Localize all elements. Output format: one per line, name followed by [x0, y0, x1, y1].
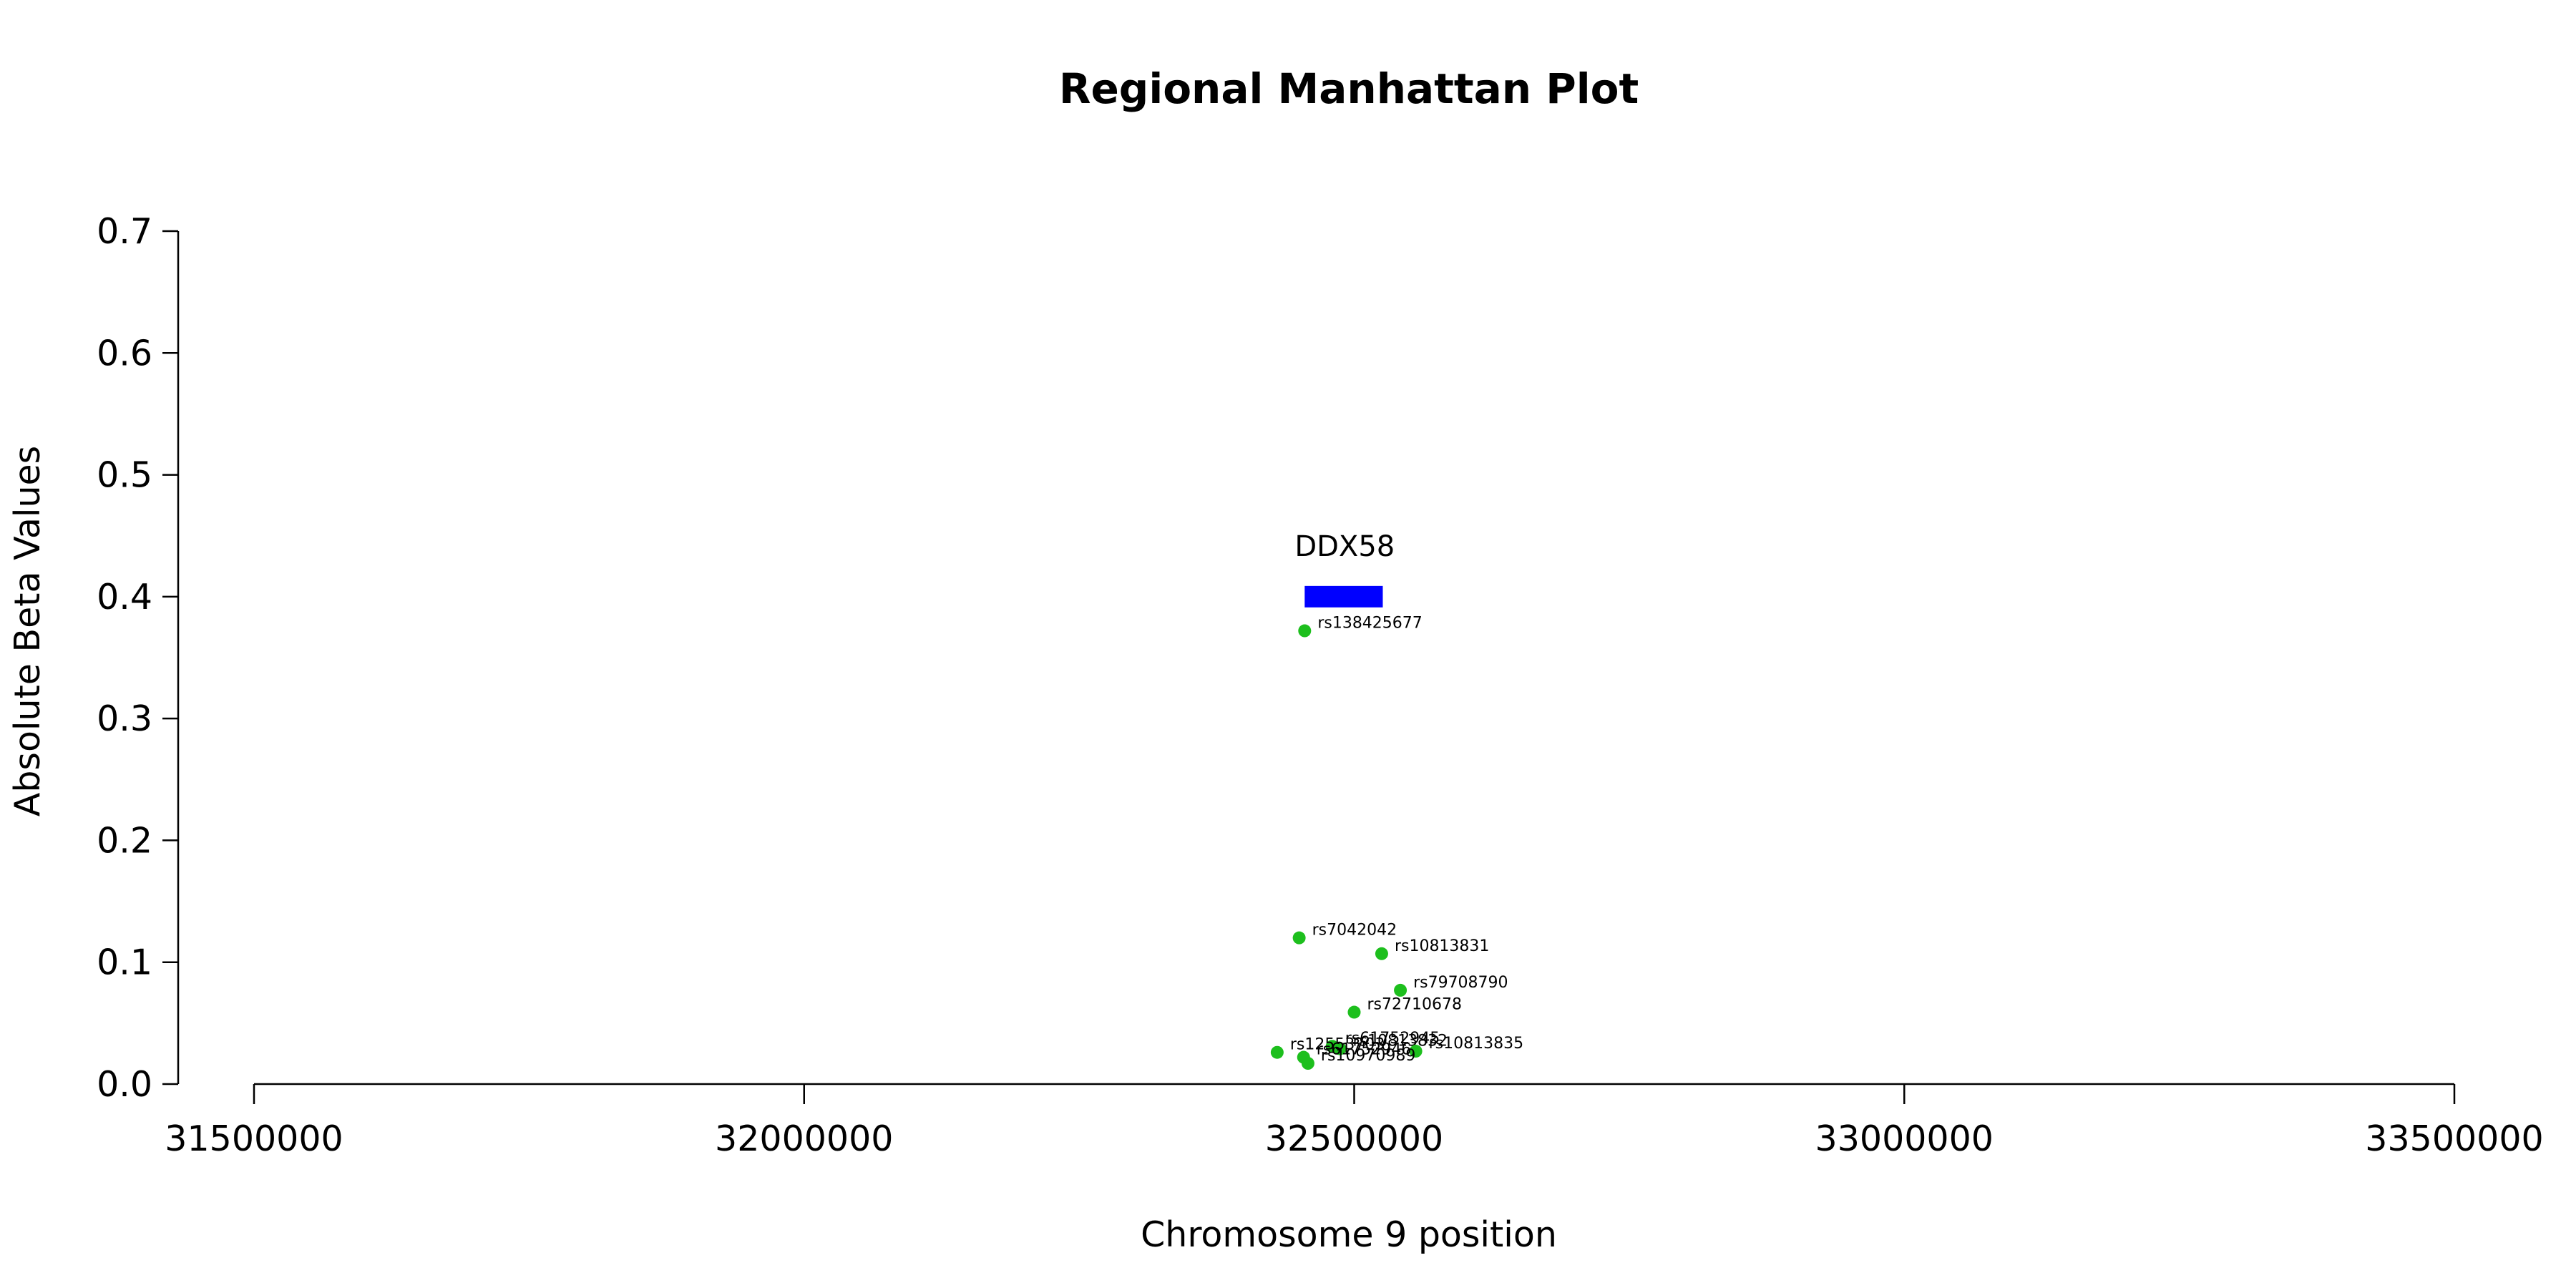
snp-label: rs72710678 — [1367, 996, 1462, 1014]
y-tick-label: 0.3 — [97, 698, 152, 739]
snp-label: rs61752946 — [1317, 1041, 1411, 1059]
x-tick-label: 32000000 — [715, 1118, 893, 1159]
snp-label: rs10813832 — [1353, 1033, 1448, 1050]
snp-label: rs12553703 — [1290, 1036, 1385, 1054]
chart-title: Regional Manhattan Plot — [1059, 64, 1639, 113]
y-tick-label: 0.7 — [97, 211, 152, 252]
snp-label: rs10813835 — [1429, 1035, 1523, 1053]
axes: 0.0 0.1 0.2 0.3 0.4 0.5 0.6 0.7 31500000 32000000… — [97, 211, 2544, 1159]
snp-label: rs10813831 — [1395, 937, 1489, 955]
x-axis-label: Chromosome 9 position — [1141, 1214, 1557, 1255]
snp-point — [1292, 931, 1306, 945]
y-tick-label: 0.5 — [97, 455, 152, 496]
y-tick-label: 0.6 — [97, 333, 152, 374]
snp-point — [1301, 1057, 1314, 1070]
snp-label: rs79708790 — [1413, 974, 1508, 992]
x-tick-label: 32500000 — [1265, 1118, 1443, 1159]
y-tick-label: 0.0 — [97, 1064, 152, 1105]
snp-point — [1394, 983, 1407, 997]
y-tick-label: 0.1 — [97, 942, 152, 983]
snp-label: rs10970989 — [1321, 1047, 1415, 1065]
gene-bar — [1304, 585, 1383, 608]
snp-point — [1298, 624, 1312, 638]
y-axis-label: Absolute Beta Values — [7, 446, 48, 816]
snp-label: rs7042042 — [1312, 922, 1397, 940]
gene-label: DDX58 — [1294, 530, 1395, 563]
snp-point — [1409, 1045, 1423, 1058]
x-tick-label: 33000000 — [1815, 1118, 1994, 1159]
snp-label: rs61752945 — [1345, 1030, 1440, 1048]
snp-point — [1270, 1045, 1284, 1059]
snp-point — [1333, 1042, 1347, 1055]
snp-label: rs138425677 — [1317, 615, 1422, 633]
snp-point — [1375, 947, 1388, 960]
y-tick-label: 0.4 — [97, 577, 152, 618]
snp-point — [1347, 1005, 1361, 1019]
x-tick-label: 31500000 — [165, 1118, 343, 1159]
x-tick-label: 33500000 — [2365, 1118, 2543, 1159]
y-tick-label: 0.2 — [97, 820, 152, 861]
